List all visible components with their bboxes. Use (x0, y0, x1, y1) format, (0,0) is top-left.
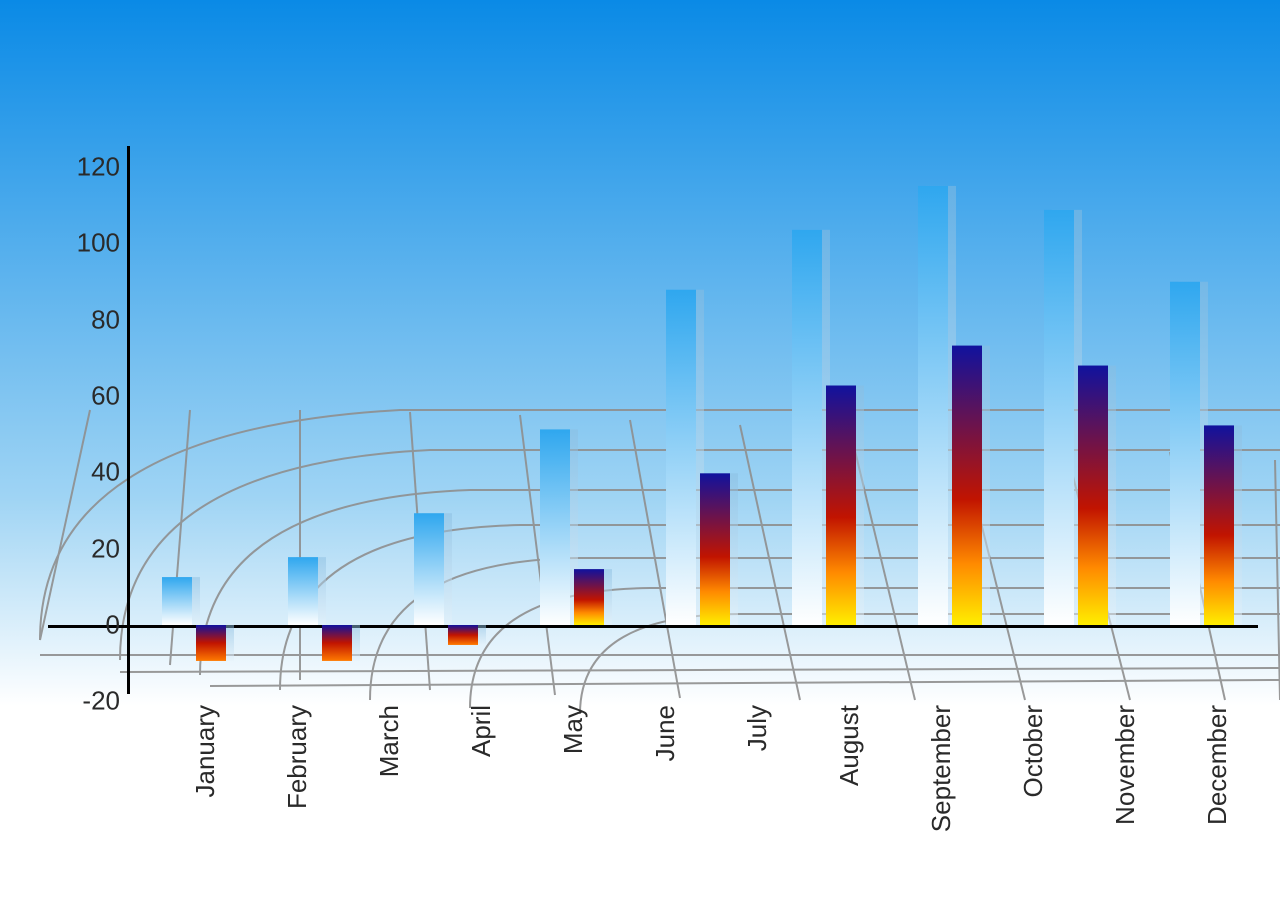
bar-series-b (574, 569, 604, 625)
bar-series-b (1078, 366, 1108, 625)
bar-series-b (1204, 425, 1234, 625)
bar-series-b (322, 625, 352, 661)
xtick-label: January (190, 705, 221, 798)
xtick-label: November (1110, 705, 1141, 825)
bar-series-a (918, 186, 948, 625)
bar-series-a (1044, 210, 1074, 625)
xtick-label: August (834, 705, 865, 786)
bar-series-b (196, 625, 226, 661)
bar-series-b (826, 386, 856, 626)
xtick-label: March (374, 705, 405, 777)
bar-series-a (792, 230, 822, 625)
bar-series-a (1170, 282, 1200, 625)
bar-series-a (288, 557, 318, 625)
xtick-label: April (466, 705, 497, 757)
xtick-label: June (650, 705, 681, 761)
xtick-label: December (1202, 705, 1233, 825)
bar-series-b (700, 473, 730, 625)
xtick-label: February (282, 705, 313, 809)
bar-series-b (448, 625, 478, 645)
bar-series-a (540, 429, 570, 625)
xtick-label: October (1018, 705, 1049, 798)
bar-series-a (414, 513, 444, 625)
bar-series-a (666, 290, 696, 625)
xtick-label: September (926, 705, 957, 832)
xtick-label: July (742, 705, 773, 751)
xtick-label: May (558, 705, 589, 754)
bar-series-b (952, 346, 982, 625)
bar-series-a (162, 577, 192, 625)
monthly-bar-chart: 120 100 80 60 40 20 0 -20 (0, 0, 1280, 905)
